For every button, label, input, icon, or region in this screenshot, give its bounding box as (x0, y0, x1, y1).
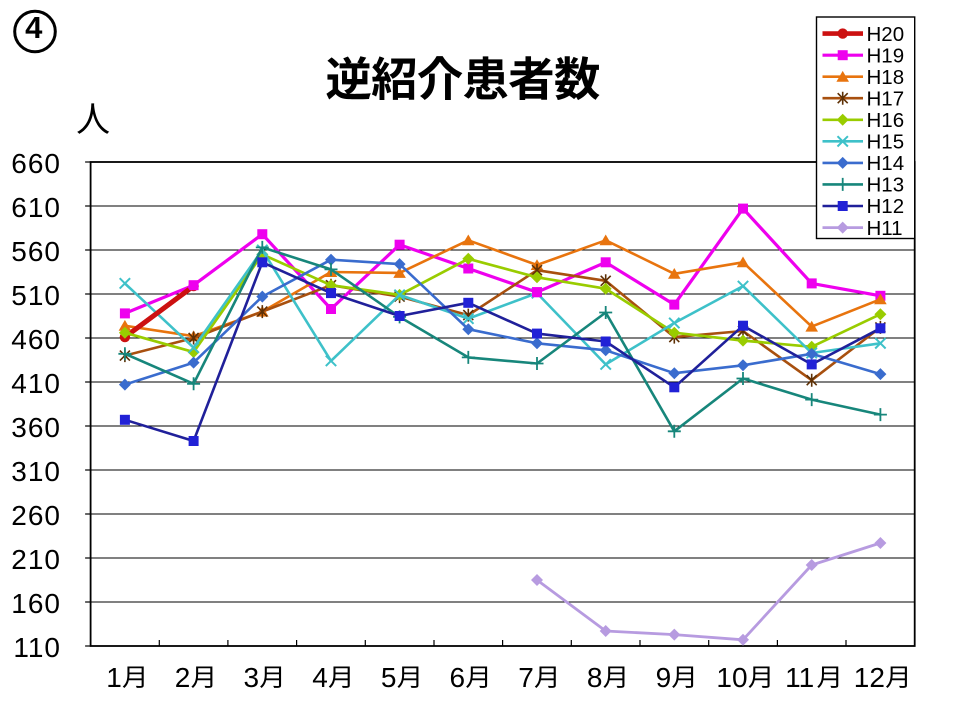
svg-text:110: 110 (13, 632, 61, 663)
svg-text:H18: H18 (867, 66, 905, 89)
svg-text:310: 310 (11, 456, 61, 487)
svg-text:160: 160 (11, 588, 61, 619)
svg-text:H19: H19 (867, 44, 905, 67)
svg-text:1: 1 (106, 662, 122, 693)
svg-text:210: 210 (11, 544, 61, 575)
svg-text:610: 610 (11, 192, 61, 223)
svg-text:410: 410 (11, 368, 61, 399)
svg-text:360: 360 (11, 412, 61, 443)
svg-text:11: 11 (785, 662, 814, 693)
svg-text:560: 560 (11, 236, 61, 267)
svg-text:510: 510 (11, 280, 61, 311)
svg-text:H12: H12 (867, 195, 905, 218)
svg-text:H15: H15 (867, 131, 905, 154)
svg-text:H14: H14 (867, 152, 905, 175)
svg-text:4: 4 (312, 662, 328, 693)
svg-text:12: 12 (854, 662, 885, 693)
svg-text:H17: H17 (867, 88, 905, 111)
svg-text:460: 460 (11, 324, 61, 355)
svg-text:260: 260 (11, 500, 61, 531)
svg-text:660: 660 (11, 148, 61, 179)
svg-text:5: 5 (381, 662, 397, 693)
svg-text:4: 4 (25, 10, 43, 45)
svg-text:H13: H13 (867, 174, 905, 197)
svg-text:10: 10 (716, 662, 747, 693)
svg-text:9: 9 (656, 662, 672, 693)
svg-text:2: 2 (175, 662, 191, 693)
svg-text:H20: H20 (867, 23, 905, 46)
svg-text:6: 6 (450, 662, 466, 693)
svg-text:7: 7 (518, 662, 534, 693)
svg-text:H11: H11 (867, 217, 903, 240)
svg-text:H16: H16 (867, 109, 905, 132)
svg-text:3: 3 (244, 662, 260, 693)
svg-text:8: 8 (587, 662, 603, 693)
